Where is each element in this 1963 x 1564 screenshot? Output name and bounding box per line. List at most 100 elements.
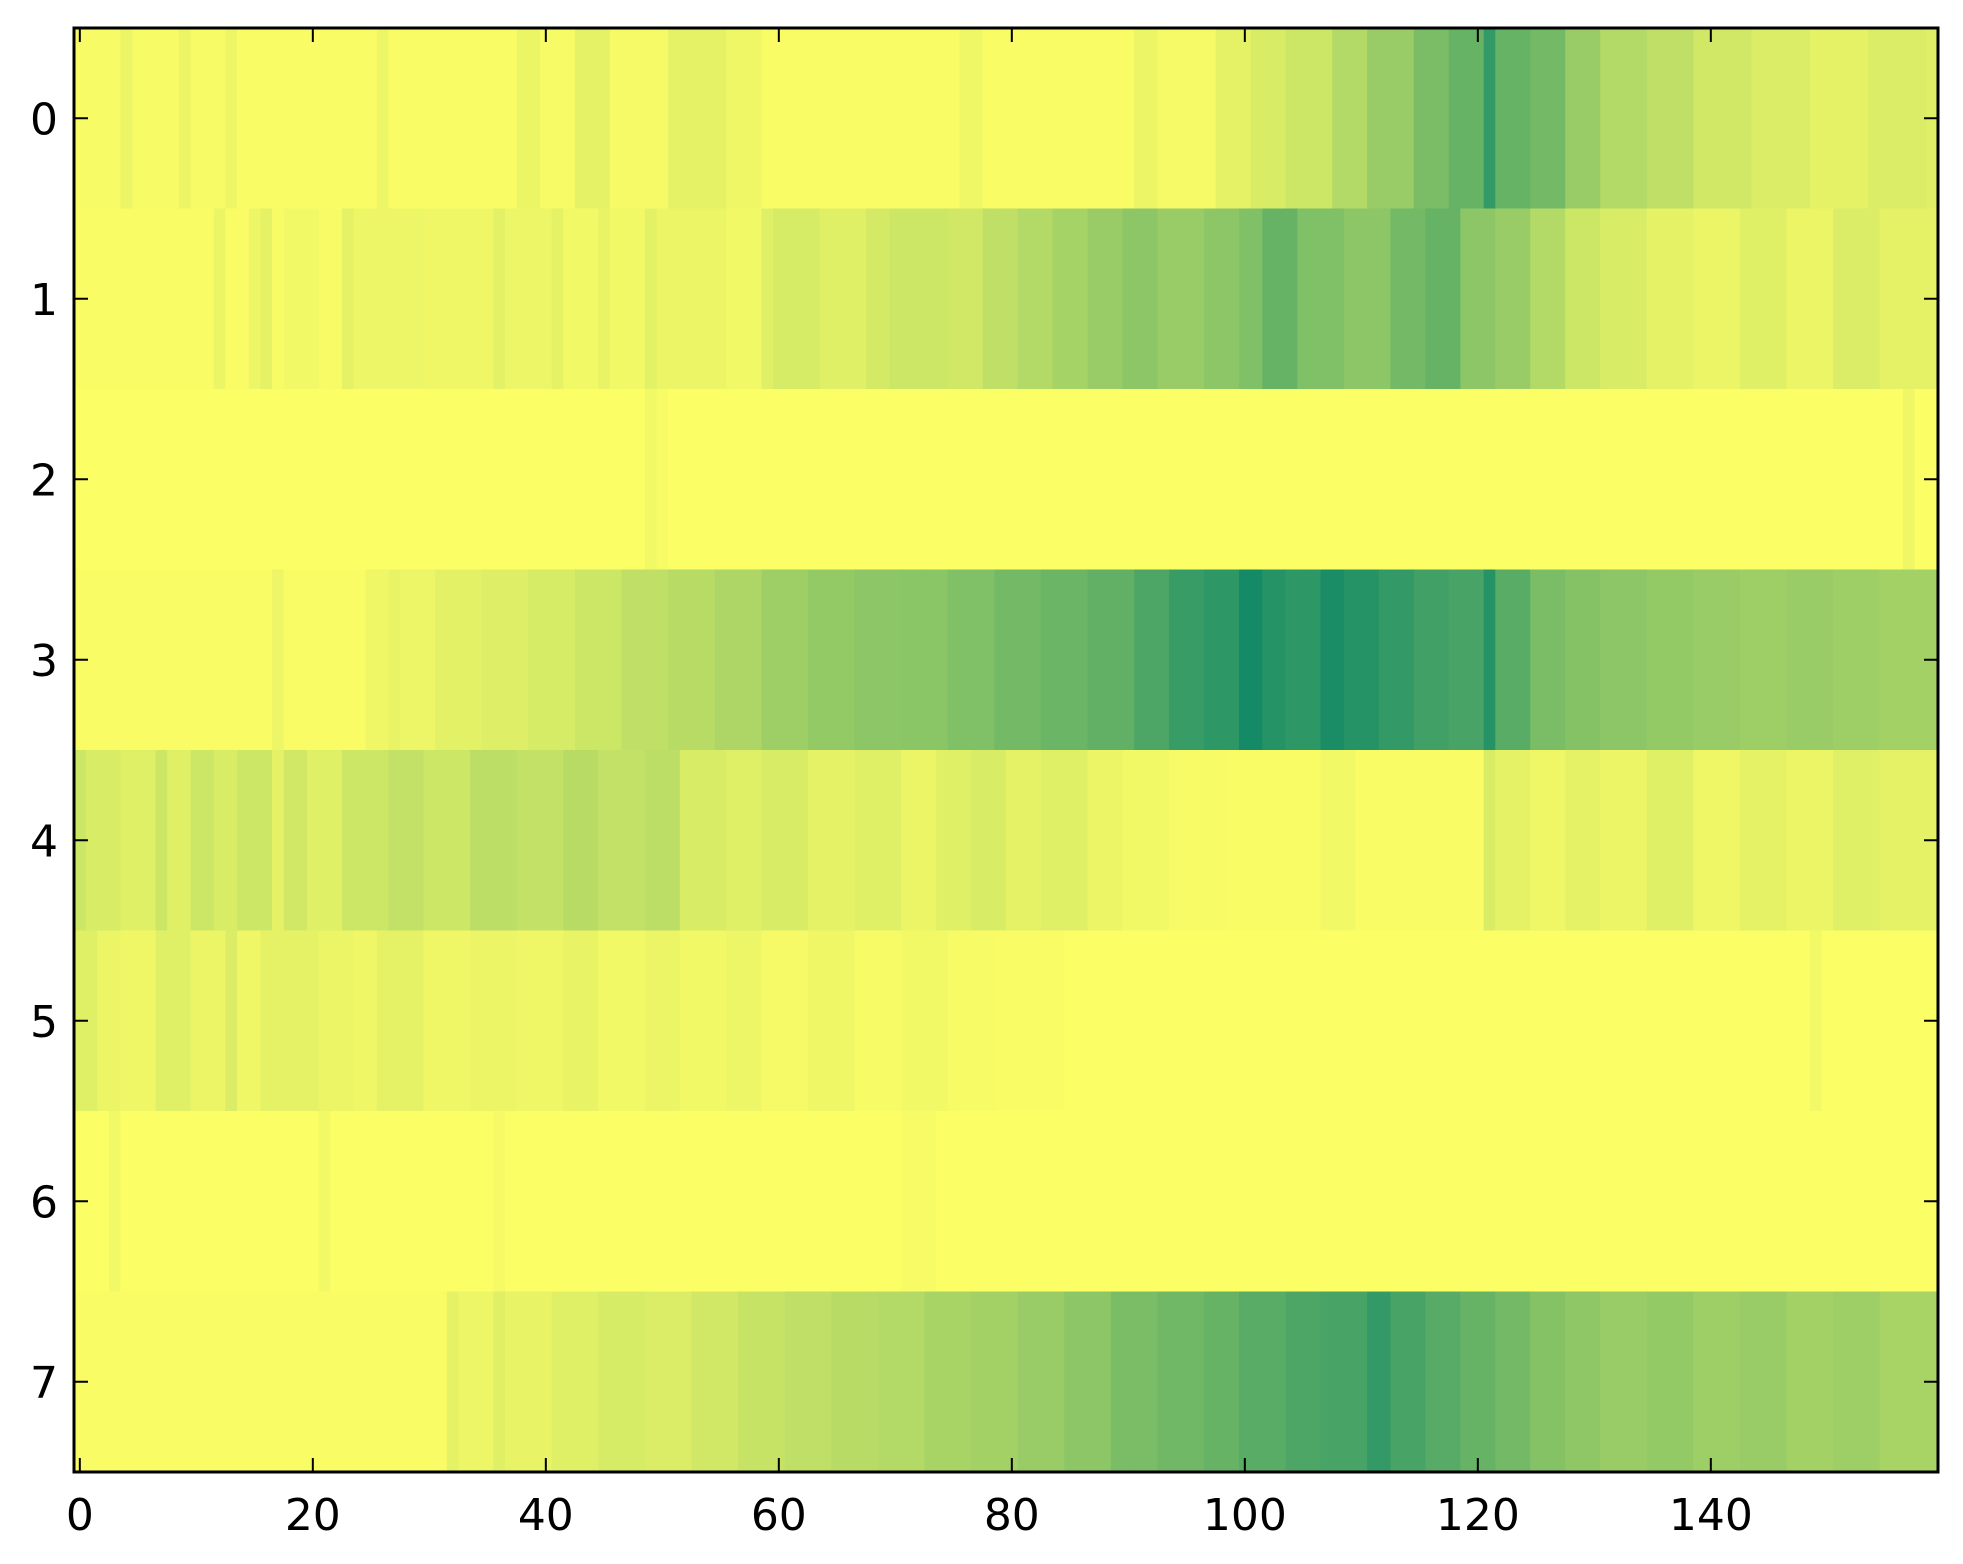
heatmap-cell bbox=[1273, 208, 1287, 390]
heatmap-cell bbox=[493, 930, 506, 1112]
heatmap-cell bbox=[924, 389, 937, 571]
heatmap-cell bbox=[1472, 389, 1485, 571]
heatmap-cell bbox=[738, 208, 751, 390]
heatmap-cell bbox=[1565, 569, 1578, 751]
heatmap-cell bbox=[924, 569, 937, 751]
heatmap-cell bbox=[877, 208, 891, 390]
heatmap-cell bbox=[225, 930, 238, 1112]
heatmap-cell bbox=[1646, 1111, 1659, 1293]
heatmap-cell bbox=[1367, 389, 1380, 571]
heatmap-cell bbox=[1891, 569, 1904, 751]
heatmap-cell bbox=[1611, 28, 1625, 210]
heatmap-cell bbox=[877, 389, 891, 571]
heatmap-cell bbox=[1495, 1291, 1508, 1473]
heatmap-cell bbox=[901, 1291, 914, 1473]
heatmap-cell bbox=[621, 750, 634, 932]
heatmap-cell bbox=[108, 1291, 122, 1473]
heatmap-cell bbox=[1425, 208, 1438, 390]
heatmap-cell bbox=[1635, 750, 1648, 932]
heatmap-cell bbox=[1472, 1111, 1485, 1293]
heatmap-cell bbox=[807, 208, 821, 390]
heatmap-cell bbox=[1343, 569, 1357, 751]
heatmap-cell bbox=[1390, 208, 1403, 390]
heatmap-cell bbox=[155, 208, 168, 390]
heatmap-cell bbox=[1891, 1291, 1904, 1473]
heatmap-cell bbox=[307, 569, 320, 751]
heatmap-cell bbox=[1763, 389, 1776, 571]
heatmap-cell bbox=[1180, 389, 1193, 571]
heatmap-cell bbox=[1297, 1111, 1310, 1293]
heatmap-cell bbox=[1588, 1291, 1601, 1473]
heatmap-cell bbox=[1786, 930, 1799, 1112]
heatmap-cell bbox=[1180, 1111, 1193, 1293]
heatmap-cell bbox=[1169, 1111, 1182, 1293]
heatmap-cell bbox=[1262, 208, 1275, 390]
heatmap-cell bbox=[1355, 1111, 1368, 1293]
heatmap-cell bbox=[1576, 750, 1590, 932]
heatmap-cell bbox=[388, 28, 401, 210]
heatmap-cell bbox=[889, 930, 902, 1112]
heatmap-cell bbox=[470, 1111, 483, 1293]
heatmap-cell bbox=[1588, 389, 1601, 571]
heatmap-cell bbox=[563, 1291, 576, 1473]
heatmap-cell bbox=[470, 930, 483, 1112]
heatmap-cell bbox=[633, 930, 646, 1112]
heatmap-cell bbox=[1518, 1291, 1531, 1473]
heatmap-cell bbox=[1728, 1111, 1741, 1293]
heatmap-cell bbox=[341, 1111, 355, 1293]
heatmap-cell bbox=[1891, 750, 1904, 932]
heatmap-cell bbox=[959, 750, 972, 932]
heatmap-cell bbox=[202, 208, 215, 390]
heatmap-cell bbox=[551, 1111, 564, 1293]
heatmap-cell bbox=[924, 1111, 937, 1293]
heatmap-cell bbox=[85, 1291, 98, 1473]
heatmap-cell bbox=[1693, 1291, 1706, 1473]
heatmap-cell bbox=[609, 1111, 623, 1293]
heatmap-cell bbox=[691, 389, 704, 571]
heatmap-cell bbox=[1903, 569, 1916, 751]
heatmap-cell bbox=[365, 930, 378, 1112]
heatmap-cell bbox=[190, 930, 203, 1112]
heatmap-cell bbox=[85, 28, 98, 210]
heatmap-cell bbox=[295, 930, 308, 1112]
heatmap-cell bbox=[1250, 569, 1263, 751]
heatmap-cell bbox=[1786, 208, 1799, 390]
heatmap-cell bbox=[1611, 389, 1625, 571]
heatmap-cell bbox=[1087, 1291, 1100, 1473]
heatmap-cell bbox=[120, 28, 133, 210]
heatmap-cell bbox=[97, 569, 110, 751]
heatmap-cell bbox=[202, 569, 215, 751]
heatmap-cell bbox=[1227, 28, 1240, 210]
heatmap-cell bbox=[1017, 930, 1030, 1112]
heatmap-cell bbox=[1483, 208, 1496, 390]
heatmap-cell bbox=[540, 750, 553, 932]
heatmap-cell bbox=[307, 208, 320, 390]
y-tick-label: 0 bbox=[30, 94, 58, 145]
heatmap-cell bbox=[470, 28, 483, 210]
heatmap-cell bbox=[528, 1291, 541, 1473]
heatmap-cell bbox=[353, 208, 366, 390]
heatmap-cell bbox=[644, 930, 658, 1112]
heatmap-cell bbox=[1565, 930, 1578, 1112]
heatmap-cell bbox=[1425, 930, 1438, 1112]
heatmap-cell bbox=[1483, 750, 1496, 932]
heatmap-cell bbox=[1460, 1111, 1473, 1293]
heatmap-cell bbox=[1786, 28, 1799, 210]
heatmap-cell bbox=[505, 28, 518, 210]
heatmap-cell bbox=[1285, 750, 1298, 932]
heatmap-cell bbox=[807, 28, 821, 210]
heatmap-cell bbox=[1413, 1291, 1426, 1473]
heatmap-cell bbox=[1483, 1111, 1496, 1293]
heatmap-cell bbox=[819, 1291, 832, 1473]
heatmap-cell bbox=[1390, 389, 1403, 571]
heatmap-cell bbox=[1297, 208, 1310, 390]
heatmap-cell bbox=[493, 1291, 506, 1473]
heatmap-cell bbox=[108, 750, 122, 932]
heatmap-cell bbox=[435, 1111, 448, 1293]
heatmap-cell bbox=[1006, 750, 1019, 932]
heatmap-cell bbox=[365, 208, 378, 390]
heatmap-cell bbox=[1763, 28, 1776, 210]
heatmap-cell bbox=[1029, 1291, 1042, 1473]
heatmap-cell bbox=[1239, 28, 1252, 210]
heatmap-cell bbox=[726, 389, 739, 571]
